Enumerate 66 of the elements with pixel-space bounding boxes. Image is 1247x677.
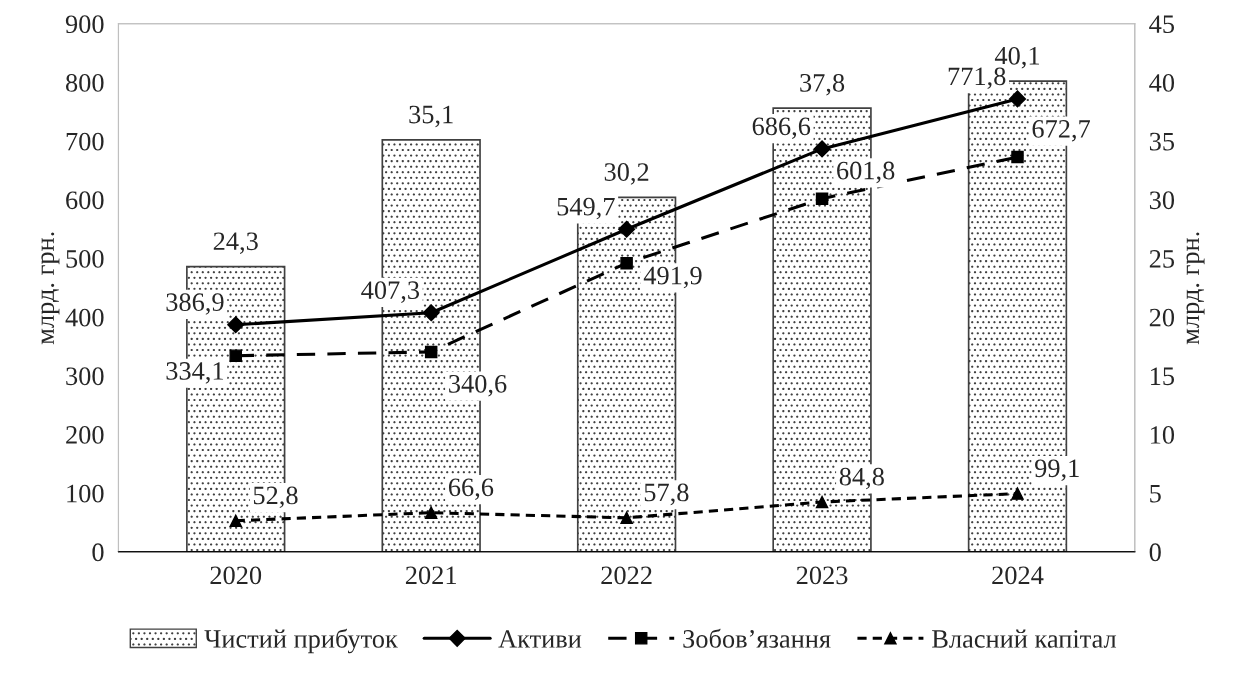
legend-label: Зобов’язання <box>683 628 831 648</box>
data-label: 24,3 <box>213 232 258 254</box>
y-tick-label: 200 <box>66 426 104 444</box>
y-tick-label: 100 <box>67 484 104 503</box>
y2-tick-label: 25 <box>1149 250 1175 268</box>
y-tick-label: 900 <box>65 15 104 34</box>
data-label: 386,9 <box>166 293 224 315</box>
data-label: 601,8 <box>837 161 895 184</box>
y2-tick-label: 30 <box>1149 191 1175 210</box>
legend-label: Активи <box>498 630 582 648</box>
legend-label: Власний капітал <box>932 629 1117 648</box>
point <box>618 220 636 238</box>
data-label: 672,7 <box>1032 120 1091 142</box>
point <box>422 304 440 322</box>
point <box>815 495 829 509</box>
y-tick-label: 300 <box>66 367 104 386</box>
y-tick-label: 600 <box>66 191 104 210</box>
x-tick-label: 2020 <box>210 566 262 585</box>
y2-tick-label: 0 <box>1149 543 1161 562</box>
data-label: 407,3 <box>361 281 420 303</box>
y2-axis-title: млрд. грн. <box>1186 232 1205 345</box>
point <box>1008 90 1027 108</box>
data-label: 99,1 <box>1035 459 1079 481</box>
data-label: 84,8 <box>839 467 884 490</box>
data-label: 686,6 <box>752 117 811 140</box>
y-axis-title: млрд. грн. <box>41 232 60 345</box>
y2-tick-label: 40 <box>1149 73 1175 92</box>
point <box>815 192 829 205</box>
data-label: 549,7 <box>557 197 615 220</box>
y2-tick-label: 15 <box>1150 367 1175 386</box>
y2-tick-label: 45 <box>1149 15 1175 34</box>
y2-tick-label: 20 <box>1149 308 1175 327</box>
point <box>1011 150 1024 164</box>
data-label: 771,8 <box>948 67 1006 90</box>
point <box>1011 487 1024 500</box>
point <box>620 256 633 270</box>
point <box>229 514 242 528</box>
x-tick-label: 2022 <box>601 566 652 585</box>
point <box>813 140 831 158</box>
data-label: 66,6 <box>448 478 494 500</box>
data-label: 52,8 <box>253 486 298 509</box>
point <box>424 345 438 359</box>
point <box>424 506 438 519</box>
data-label: 491,9 <box>643 266 702 289</box>
data-label: 57,8 <box>644 483 689 506</box>
x-tick-label: 2021 <box>405 566 456 585</box>
y2-tick-label: 5 <box>1150 484 1161 503</box>
x-tick-label: 2024 <box>992 566 1044 585</box>
y-tick-label: 700 <box>66 132 104 151</box>
data-label: 334,1 <box>166 362 224 384</box>
y-tick-label: 500 <box>66 250 104 268</box>
data-label: 40,1 <box>994 46 1040 69</box>
y-tick-label: 800 <box>66 73 104 92</box>
legend-label: Чистий прибуток <box>204 628 398 654</box>
y2-tick-label: 35 <box>1149 132 1175 151</box>
y-tick-label: 400 <box>65 308 104 327</box>
point <box>229 349 242 362</box>
point <box>227 316 245 334</box>
data-label: 37,8 <box>800 73 845 96</box>
data-label: 35,1 <box>409 105 453 128</box>
data-label: 340,6 <box>449 374 507 397</box>
data-label: 30,2 <box>604 163 649 185</box>
x-tick-label: 2023 <box>796 566 848 585</box>
y-tick-label: 0 <box>92 543 104 562</box>
y2-tick-label: 10 <box>1150 426 1175 444</box>
point <box>620 511 633 525</box>
